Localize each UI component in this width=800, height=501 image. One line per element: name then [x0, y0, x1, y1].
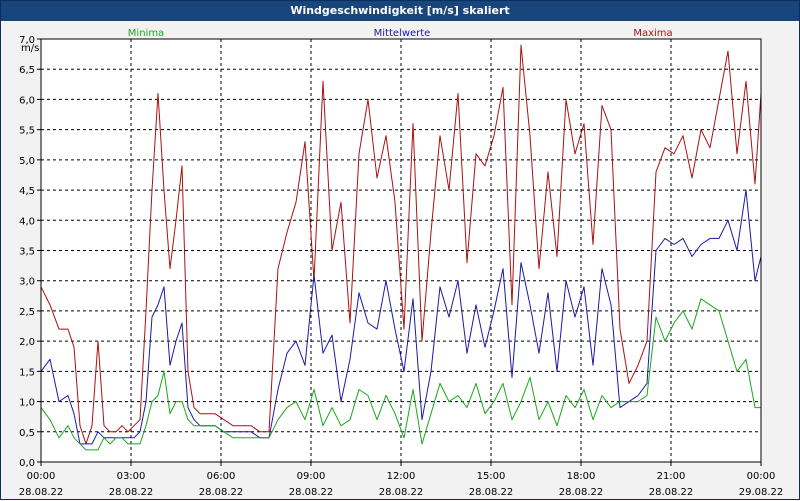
y-tick-label: 0,5	[19, 428, 35, 439]
legend-entry-minima: Minima	[128, 28, 164, 39]
x-tick-time-label: 21:00	[657, 471, 686, 482]
y-tick-label: 2,0	[19, 337, 35, 348]
legend-entry-maxima: Maxima	[633, 28, 672, 39]
x-tick-time-label: 09:00	[297, 471, 326, 482]
y-tick-label: 3,0	[19, 277, 35, 288]
y-axis: 0,0 0,5 1,0 1,5 2,0 2,5 3,0 3,5 4,0 4,5 5,0 5,5 6,0 6…	[19, 35, 41, 469]
x-tick-time-label: 18:00	[567, 471, 596, 482]
legend-entry-mittelwerte: Mittelwerte	[374, 28, 431, 39]
y-tick-label: 4,5	[19, 186, 35, 197]
x-tick-date-label: 28.08.22	[649, 487, 694, 498]
series-line-mittelwerte	[40, 189, 762, 445]
x-tick-date-label: 28.08.22	[469, 487, 514, 498]
x-tick-time-label: 03:00	[117, 471, 146, 482]
y-tick-label: 2,5	[19, 307, 35, 318]
x-tick-date-label: 28.08.22	[109, 487, 154, 498]
chart-title: Windgeschwindigkeit [m/s] skaliert	[1, 1, 799, 21]
series-lines	[40, 44, 762, 451]
y-tick-label: 0,0	[19, 458, 35, 469]
x-tick-time-label: 12:00	[387, 471, 416, 482]
y-axis-label: m/s	[21, 43, 39, 54]
x-tick-time-label: 15:00	[477, 471, 506, 482]
y-tick-label: 1,0	[19, 398, 35, 409]
x-axis: 00:00 28.08.22 03:00 28.08.22 06:00 28.08.22 0…	[19, 462, 784, 498]
y-tick-label: 5,5	[19, 126, 35, 137]
x-tick-date-label: 28.08.22	[559, 487, 604, 498]
x-tick-time-label: 00:00	[27, 471, 56, 482]
y-tick-label: 6,0	[19, 95, 35, 106]
x-tick-date-label: 29.08.22	[739, 487, 784, 498]
y-tick-label: 5,0	[19, 156, 35, 167]
x-tick-date-label: 28.08.22	[289, 487, 334, 498]
legend: Maxima Mittelwerte Minima	[128, 28, 673, 39]
y-tick-label: 4,0	[19, 216, 35, 227]
x-tick-date-label: 28.08.22	[199, 487, 244, 498]
x-tick-date-label: 28.08.22	[379, 487, 424, 498]
x-tick-time-label: 00:00	[747, 471, 776, 482]
series-line-maxima	[40, 44, 762, 445]
y-tick-label: 3,5	[19, 247, 35, 258]
y-tick-label: 1,5	[19, 367, 35, 378]
series-line-minima	[40, 298, 761, 451]
y-tick-label: 6,5	[19, 65, 35, 76]
y-tick-label: 7,0	[19, 35, 35, 46]
x-tick-time-label: 06:00	[207, 471, 236, 482]
x-tick-date-label: 28.08.22	[19, 487, 64, 498]
